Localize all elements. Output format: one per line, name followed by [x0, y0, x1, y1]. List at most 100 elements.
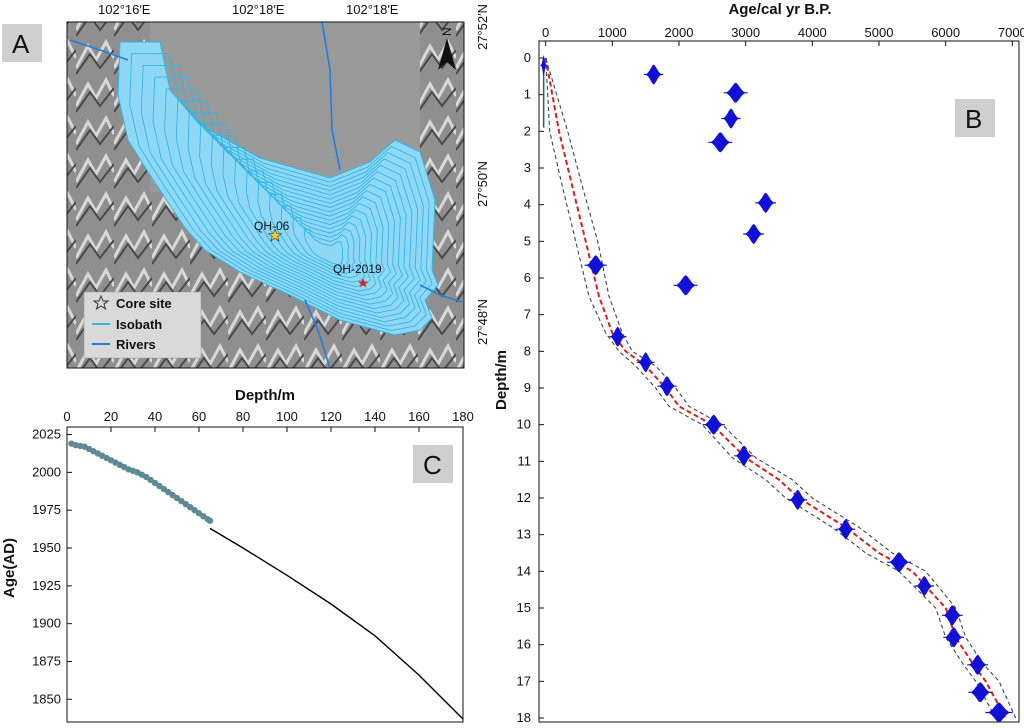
chart-c-x-tick-label: 0 [63, 409, 70, 424]
panel-a-letter: A [12, 29, 30, 59]
legend-rivers: Rivers [116, 337, 156, 352]
chart-c-x-tick-label: 100 [276, 409, 298, 424]
chart-c-model-line [209, 527, 464, 720]
legend-core-site: Core site [116, 296, 172, 311]
chart-c-x-tick-label: 120 [320, 409, 342, 424]
chart-c-y-tick-label: 2000 [32, 464, 61, 479]
chart-b-y-tick-label: 10 [517, 417, 531, 432]
chart-b-y-tick-label: 4 [524, 197, 531, 212]
chart-b-x-tick-label: 0 [542, 25, 549, 40]
chart-c-y-tick-label: 1875 [32, 653, 61, 668]
isobath [140, 64, 427, 327]
chart-b-x-tick-label: 6000 [931, 25, 960, 40]
isobath [269, 193, 362, 279]
chart-c-y-tick-label: 1900 [32, 616, 61, 631]
chart-b-y-tick-label: 14 [517, 563, 531, 578]
north-label: N [440, 27, 454, 36]
map-top-label-3: 102°18′E [346, 2, 399, 17]
chart-b-y-tick-label: 16 [517, 637, 531, 652]
panel-a-badge [2, 24, 42, 62]
river-north [321, 21, 341, 171]
chart-b-y-tick-label: 8 [524, 343, 531, 358]
chart-b-x-axis: 0 1000 2000 3000 4000 5000 6000 7000 [542, 25, 1024, 46]
isobath [210, 135, 392, 301]
chart-c-y-tick-label: 1925 [32, 578, 61, 593]
chart-c-y-tick-label: 2025 [32, 427, 61, 442]
chart-c-xlabel: Depth/m [235, 387, 295, 404]
isobath [129, 53, 433, 332]
legend-isobath: Isobath [116, 317, 162, 332]
isobath [280, 205, 356, 274]
chart-b-y-tick-label: 0 [524, 50, 531, 65]
map-legend: Core site Isobath Rivers [83, 291, 202, 359]
chart-b-x-tick-label: 4000 [798, 25, 827, 40]
isobath [234, 158, 380, 292]
lake-shape [117, 41, 439, 336]
core-label-qh06: QH-06 [254, 219, 290, 233]
panel-c-badge [413, 445, 453, 483]
star-icon [92, 294, 110, 311]
isobath [245, 170, 374, 288]
chart-b-frame [538, 40, 1020, 723]
panel-b-letter: B [965, 104, 982, 134]
core-star-qh06 [267, 228, 283, 242]
chart-b-y-tick-label: 12 [517, 490, 531, 505]
chart-b-y-tick-label: 3 [524, 160, 531, 175]
chart-c-point [206, 517, 214, 524]
isobath [187, 111, 403, 310]
isobath [175, 100, 409, 314]
chart-c-y-tick-label: 1975 [32, 502, 61, 517]
core-label-qh2019: QH-2019 [333, 262, 382, 276]
chart-c-ylabel: Age(AD) [1, 538, 18, 598]
isobath [257, 182, 368, 283]
isobath [164, 88, 415, 318]
isobath [199, 123, 397, 305]
isobath [292, 217, 350, 270]
map-right-label-1: 27°52′N [475, 4, 490, 50]
chart-c-x-tick-label: 160 [408, 409, 430, 424]
chart-b-x-tick-label: 7000 [998, 25, 1024, 40]
chart-b-y-tick-label: 11 [518, 453, 532, 468]
chart-b-xlabel: Age/cal yr B.P. [728, 1, 831, 18]
map-frame [66, 21, 465, 369]
chart-b-y-tick-label: 18 [517, 710, 531, 725]
isobath [152, 76, 421, 323]
chart-c-x-tick-label: 40 [148, 409, 162, 424]
isobath-lines [129, 53, 433, 332]
chart-c-x-tick-label: 60 [192, 409, 206, 424]
chart-b-x-tick-label: 2000 [665, 25, 694, 40]
chart-b-y-tick-label: 9 [524, 380, 531, 395]
chart-b-y-tick-label: 1 [524, 87, 531, 102]
chart-b-x-tick-label: 5000 [865, 25, 894, 40]
chart-b-y-tick-label: 7 [524, 307, 531, 322]
map-top-label-1: 102°16′E [98, 2, 151, 17]
chart-b-dashed-red-median [544, 57, 1007, 719]
chart-b-dashed-gray-upper [545, 57, 1017, 719]
chart-b-y-tick-label: 17 [517, 673, 531, 688]
chart-b-y-tick-label: 13 [517, 527, 531, 542]
chart-c-x-tick-label: 80 [236, 409, 250, 424]
chart-b-y-tick-label: 6 [524, 270, 531, 285]
chart-b-y-tick-label: 5 [524, 233, 531, 248]
river-southwest [304, 299, 331, 369]
chart-c-measured-points [68, 440, 214, 524]
river-northwest [69, 39, 129, 61]
chart-b-x-tick-label: 3000 [731, 25, 760, 40]
chart-c-extrapolation [209, 527, 464, 720]
map-right-label-3: 27°48′N [475, 299, 490, 345]
map-top-label-2: 102°18′E [232, 2, 285, 17]
chart-b-date-distributions [540, 55, 1013, 723]
chart-c-x-tick-label: 180 [452, 409, 474, 424]
chart-c-y-tick-label: 1850 [32, 691, 61, 706]
chart-c-y-axis: 1850 1875 1900 1925 1950 1975 2000 2025 [32, 427, 72, 706]
chart-b-ylabel: Depth/m [493, 350, 510, 410]
chart-c-x-axis: 0 20 40 60 80 100 120 140 160 180 [63, 409, 474, 432]
map-right-label-2: 27°50′N [475, 161, 490, 207]
isobath [222, 146, 386, 296]
chart-c-frame [66, 426, 464, 723]
panel-b-badge [955, 99, 995, 137]
